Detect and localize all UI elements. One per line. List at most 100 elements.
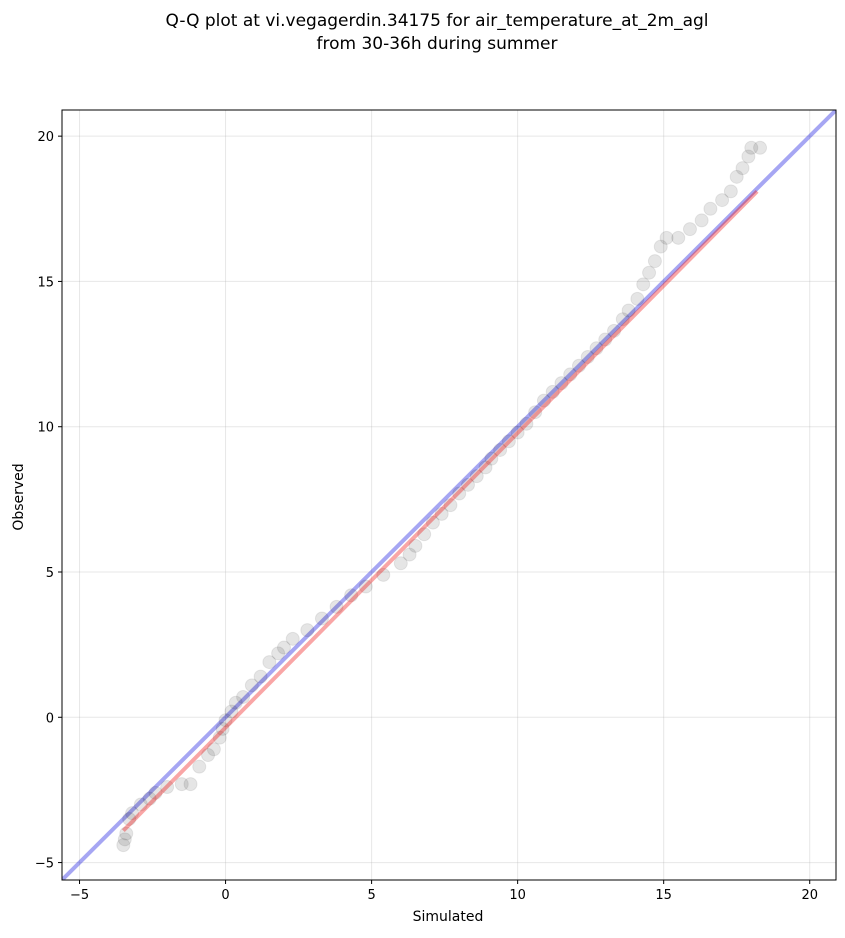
quantile-point bbox=[224, 704, 239, 719]
quantile-point bbox=[215, 721, 230, 736]
quantile-point bbox=[160, 780, 175, 795]
quantile-point bbox=[484, 451, 499, 466]
quantile-point bbox=[300, 623, 315, 638]
quantile-point bbox=[271, 646, 286, 661]
reference-line bbox=[62, 110, 836, 880]
quantile-point bbox=[630, 291, 645, 306]
quantile-point bbox=[358, 579, 373, 594]
y-tick-label: 20 bbox=[37, 130, 54, 145]
quantile-point bbox=[501, 434, 516, 449]
quantile-point bbox=[142, 791, 157, 806]
quantile-point bbox=[744, 140, 759, 155]
quantile-point bbox=[715, 193, 730, 208]
quantile-point bbox=[253, 669, 268, 684]
quantile-point bbox=[493, 442, 508, 457]
quantile-point bbox=[741, 149, 756, 164]
axes-ticks: −5 0 5 10 15 20 −5 0 5 10 15 20 bbox=[35, 130, 818, 903]
quantile-point bbox=[607, 323, 622, 338]
quantile-point bbox=[554, 376, 569, 391]
quantile-point bbox=[647, 254, 662, 269]
quantile-point bbox=[174, 777, 189, 792]
quantile-point bbox=[117, 832, 132, 847]
quantile-point bbox=[212, 730, 227, 745]
y-tick-label: 5 bbox=[46, 566, 54, 581]
plot-marks bbox=[62, 110, 836, 880]
quantile-point bbox=[344, 588, 359, 603]
quantile-point bbox=[580, 349, 595, 364]
quantile-point bbox=[236, 689, 251, 704]
x-axis-label: Simulated bbox=[413, 909, 484, 925]
quantile-point bbox=[642, 265, 657, 280]
quantile-point bbox=[723, 184, 738, 199]
quantile-point bbox=[452, 486, 467, 501]
quantile-point bbox=[119, 826, 134, 841]
y-tick-label: 0 bbox=[46, 711, 54, 726]
quantile-point bbox=[262, 655, 277, 670]
quantile-point bbox=[408, 538, 423, 553]
quantile-point bbox=[519, 416, 534, 431]
x-tick-label: 10 bbox=[509, 888, 526, 903]
y-tick-label: 15 bbox=[37, 275, 54, 290]
quantile-point bbox=[116, 838, 131, 853]
quantile-point bbox=[571, 358, 586, 373]
quantile-point bbox=[536, 393, 551, 408]
quantile-point bbox=[192, 759, 207, 774]
quantile-point bbox=[478, 460, 493, 475]
quantile-point bbox=[402, 547, 417, 562]
quantile-point bbox=[589, 341, 604, 356]
quantile-point bbox=[694, 213, 709, 228]
quantile-point bbox=[125, 806, 140, 821]
chart-title-line1: Q-Q plot at vi.vegagerdin.34175 for air_… bbox=[165, 11, 708, 31]
plot-frame bbox=[61, 109, 837, 881]
quantile-point bbox=[563, 367, 578, 382]
quantile-point bbox=[598, 332, 613, 347]
quantile-point bbox=[528, 405, 543, 420]
quantile-point bbox=[735, 161, 750, 176]
quantile-point bbox=[545, 384, 560, 399]
quantile-point bbox=[201, 748, 216, 763]
quantile-point bbox=[122, 811, 137, 826]
quantile-point bbox=[314, 611, 329, 626]
quantile-point bbox=[417, 527, 432, 542]
quantile-point bbox=[228, 695, 243, 710]
quantile-point bbox=[244, 678, 259, 693]
quantile-point bbox=[393, 556, 408, 571]
quantile-point bbox=[653, 239, 668, 254]
x-tick-label: 0 bbox=[221, 888, 229, 903]
quantile-point bbox=[148, 785, 163, 800]
quantile-point bbox=[659, 230, 674, 245]
fit-line bbox=[121, 189, 759, 833]
quantile-point bbox=[285, 631, 300, 646]
quantile-point bbox=[206, 742, 221, 757]
quantile-point bbox=[682, 222, 697, 237]
quantile-point bbox=[510, 425, 525, 440]
quantile-point bbox=[615, 312, 630, 327]
x-tick-label: −5 bbox=[70, 888, 89, 903]
quantile-point bbox=[425, 515, 440, 530]
quantile-point bbox=[636, 277, 651, 292]
quantile-point bbox=[434, 506, 449, 521]
quantile-point bbox=[276, 640, 291, 655]
quantile-point bbox=[218, 713, 233, 728]
quantile-point bbox=[671, 230, 686, 245]
quantile-point bbox=[329, 599, 344, 614]
quantile-point bbox=[469, 469, 484, 484]
y-axis-label: Observed bbox=[11, 463, 27, 530]
x-tick-label: 15 bbox=[655, 888, 672, 903]
y-tick-label: 10 bbox=[37, 421, 54, 436]
y-tick-label: −5 bbox=[35, 857, 54, 872]
x-tick-label: 20 bbox=[801, 888, 818, 903]
quantile-point bbox=[753, 140, 768, 155]
quantile-point bbox=[729, 169, 744, 184]
quantile-point bbox=[376, 567, 391, 582]
quantile-point bbox=[703, 201, 718, 216]
gridlines bbox=[62, 110, 836, 880]
quantile-point bbox=[460, 477, 475, 492]
quantile-point bbox=[443, 498, 458, 513]
quantile-point bbox=[621, 303, 636, 318]
quantile-point bbox=[133, 797, 148, 812]
quantile-point bbox=[183, 777, 198, 792]
chart-title-line2: from 30-36h during summer bbox=[317, 34, 558, 54]
